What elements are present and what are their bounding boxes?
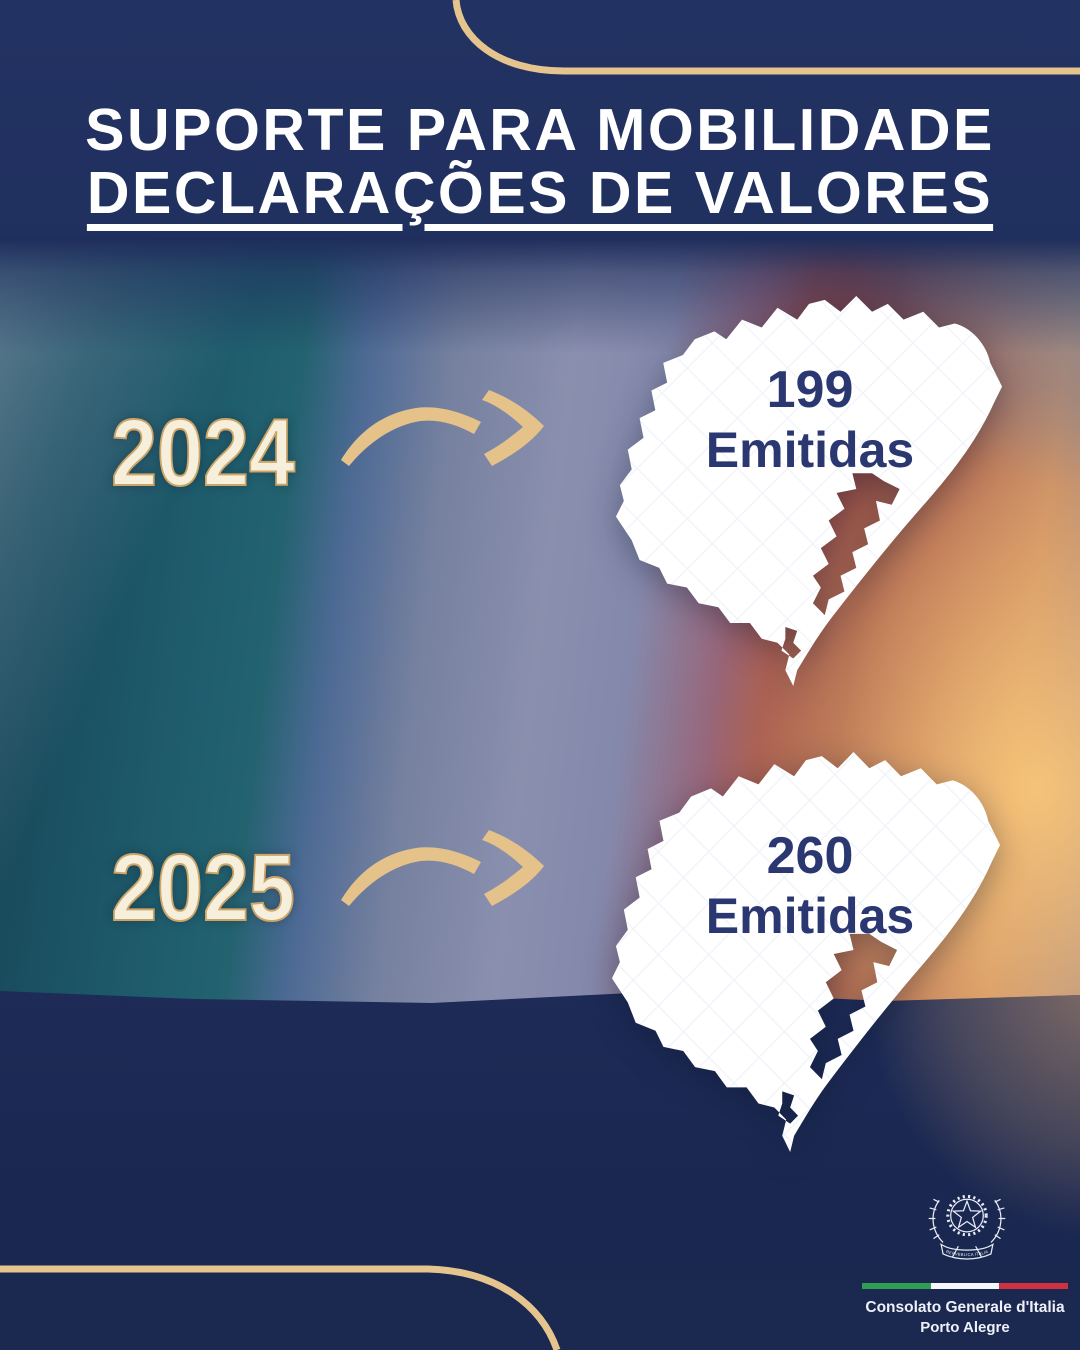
tricolor-green-segment xyxy=(862,1283,931,1289)
count-2025: 260 xyxy=(766,827,854,885)
count-2024: 199 xyxy=(766,361,854,419)
tricolor-red-segment xyxy=(999,1283,1069,1289)
count-2025-label: Emitidas xyxy=(705,888,915,944)
consulate-city: Porto Alegre xyxy=(920,1319,1010,1336)
title-line-1: SUPORTE PARA MOBILIDADE xyxy=(85,97,995,163)
rio-grande-do-sul-map-icon xyxy=(615,295,1003,687)
curved-arrow-icon xyxy=(341,830,544,906)
count-2024-label: Emitidas xyxy=(705,422,915,478)
gold-corner-curve-top-right xyxy=(452,0,1080,75)
tricolor-white-segment xyxy=(930,1283,1000,1289)
rio-grande-do-sul-map-icon xyxy=(611,752,1001,1152)
curved-arrow-icon xyxy=(341,390,544,466)
italy-tricolor-bar xyxy=(862,1283,1069,1289)
title-line-2: DECLARAÇÕES DE VALORES xyxy=(86,160,994,226)
year-label-2025: 2025 xyxy=(110,835,296,941)
consulate-name: Consolato Generale d'Italia xyxy=(865,1299,1065,1316)
italy-republic-emblem-icon: REPVBBLICA ITALIANA xyxy=(923,1183,1006,1260)
year-label-2024: 2024 xyxy=(110,400,296,506)
page-title: SUPORTE PARA MOBILIDADE DECLARAÇÕES DE V… xyxy=(0,99,1080,225)
